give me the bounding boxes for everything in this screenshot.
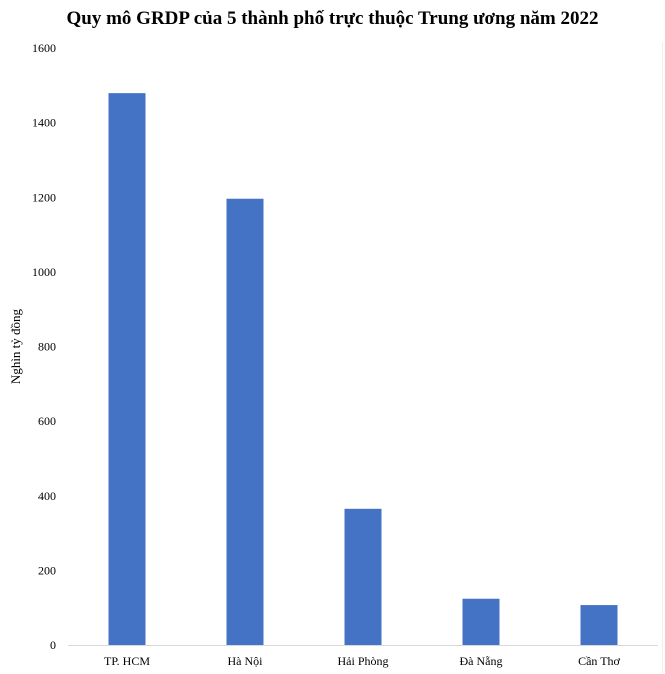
chart-title: Quy mô GRDP của 5 thành phố trực thuộc T…: [66, 8, 599, 29]
bars: [108, 93, 618, 645]
y-tick-label: 1600: [32, 41, 56, 55]
x-tick-label: Đà Nẵng: [460, 654, 503, 668]
y-tick-label: 1400: [32, 116, 56, 130]
x-axis-ticks: TP. HCM Hà Nội Hải Phòng Đà Nẵng Cần Thơ: [104, 654, 621, 668]
bar: [344, 508, 382, 645]
bar: [108, 93, 146, 645]
bar: [226, 198, 264, 645]
y-tick-label: 0: [50, 638, 56, 652]
x-tick-label: Cần Thơ: [578, 654, 620, 668]
y-tick-label: 1000: [32, 265, 56, 279]
bar: [462, 598, 500, 645]
x-tick-label: Hà Nội: [228, 654, 264, 668]
x-tick-label: Hải Phòng: [338, 654, 389, 668]
y-tick-label: 600: [38, 414, 56, 428]
x-tick-label: TP. HCM: [104, 654, 150, 668]
bar: [580, 605, 618, 645]
y-tick-label: 1200: [32, 190, 56, 204]
y-axis-ticks: 0 200 400 600 800 1000 1200 1400 1600: [32, 41, 56, 652]
y-tick-label: 200: [38, 563, 56, 577]
y-tick-label: 400: [38, 489, 56, 503]
y-axis-label: Nghìn tỷ đồng: [8, 308, 23, 384]
y-tick-label: 800: [38, 340, 56, 354]
